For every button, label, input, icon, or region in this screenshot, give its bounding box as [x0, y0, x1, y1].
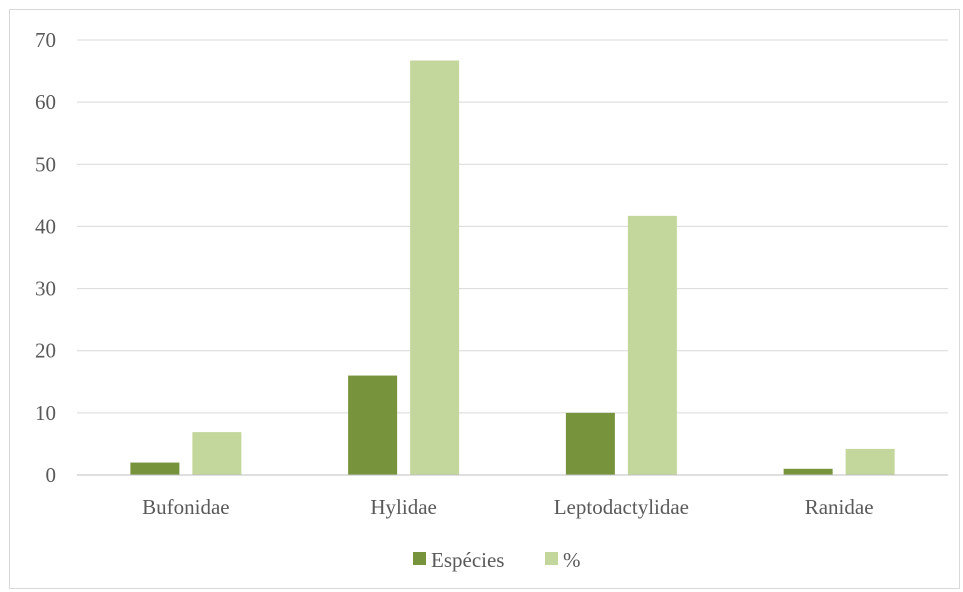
- bars: [130, 60, 895, 475]
- y-axis-tick-labels: 0 10 20 30 40 50 60 70: [35, 28, 56, 487]
- bar-percent-bufonidae: [192, 432, 242, 475]
- bar-percent-ranidae: [845, 448, 895, 475]
- bar-especies-bufonidae: [130, 462, 180, 475]
- bar-especies-ranidae: [783, 468, 833, 475]
- bar-percent-hylidae: [410, 60, 460, 475]
- y-tick-label: 30: [35, 277, 56, 301]
- y-tick-label: 40: [35, 214, 56, 238]
- y-tick-label: 60: [35, 90, 56, 114]
- y-tick-label: 0: [46, 463, 57, 487]
- y-tick-label: 20: [35, 339, 56, 363]
- bar-percent-leptodactylidae: [627, 215, 677, 475]
- bar-especies-hylidae: [348, 375, 398, 475]
- legend-swatch-especies: [413, 552, 426, 565]
- x-tick-label: Leptodactylidae: [554, 495, 689, 519]
- x-tick-label: Hylidae: [370, 495, 436, 519]
- x-axis-tick-labels: Bufonidae Hylidae Leptodactylidae Ranidae: [142, 495, 873, 519]
- gridlines: [77, 39, 948, 414]
- y-tick-label: 50: [35, 152, 56, 176]
- legend-label-percent: %: [563, 548, 581, 572]
- legend-swatch-percent: [545, 552, 558, 565]
- bar-especies-leptodactylidae: [565, 412, 615, 475]
- legend: Espécies%: [413, 548, 581, 572]
- x-tick-label: Ranidae: [805, 495, 874, 519]
- legend-label-especies: Espécies: [431, 548, 504, 572]
- x-tick-label: Bufonidae: [142, 495, 229, 519]
- y-tick-label: 10: [35, 401, 56, 425]
- chart-frame: [9, 9, 960, 589]
- y-tick-label: 70: [35, 28, 56, 52]
